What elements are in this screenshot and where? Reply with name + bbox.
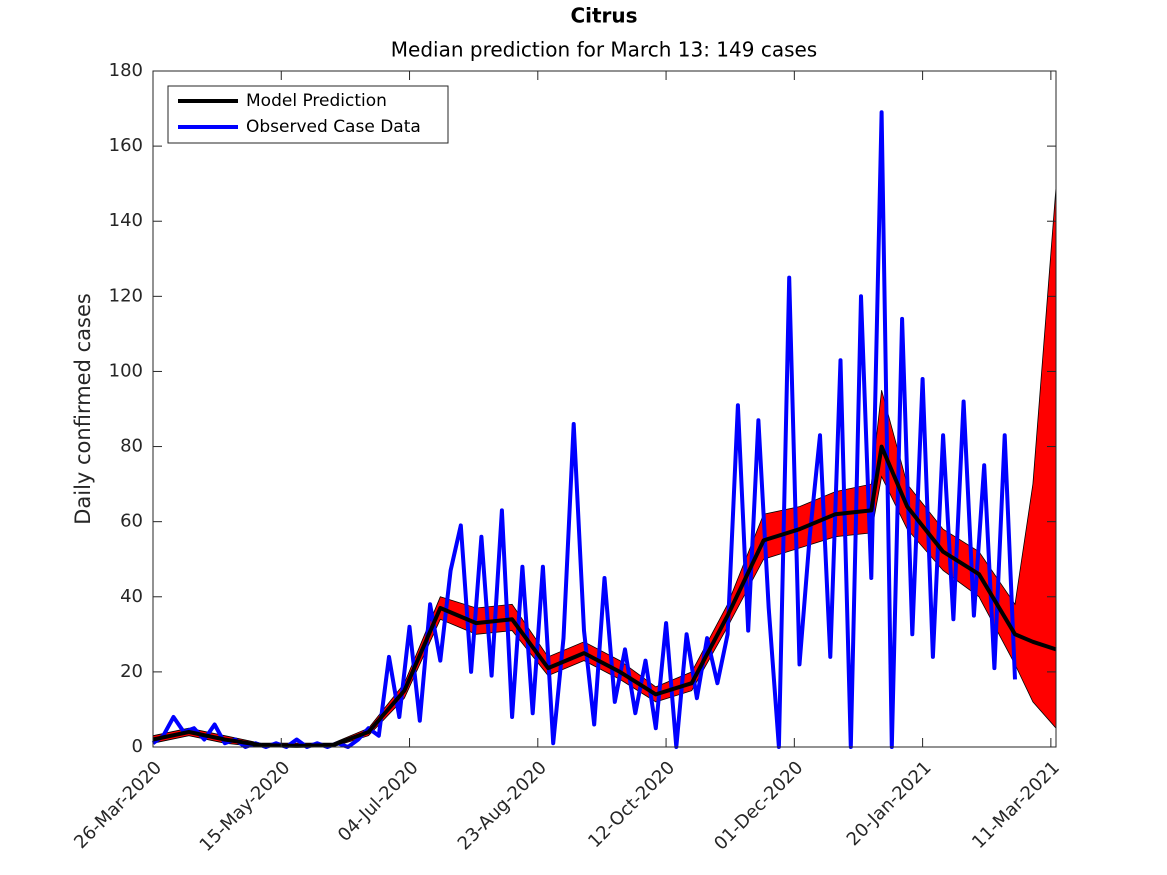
series-line <box>152 444 1057 748</box>
legend-box <box>167 85 449 144</box>
y-tick-label: 160 <box>109 135 143 156</box>
legend-label: Model Prediction <box>246 91 387 111</box>
y-tick-label: 100 <box>109 360 143 381</box>
y-tick-label: 80 <box>120 436 143 457</box>
y-tick-label: 0 <box>132 736 143 757</box>
y-tick-label: 60 <box>120 511 143 532</box>
plot-frame <box>152 70 1057 748</box>
legend-label: Observed Case Data <box>246 117 421 137</box>
legend: Model Prediction Observed Case Data <box>167 85 449 144</box>
y-tick-label: 120 <box>109 285 143 306</box>
y-tick-label: 180 <box>109 60 143 81</box>
y-tick-label: 20 <box>120 661 143 682</box>
chart-title: Citrus <box>570 4 637 28</box>
y-axis-label: Daily confirmed cases <box>71 293 95 525</box>
y-tick-label: 140 <box>109 210 143 231</box>
chart-subtitle: Median prediction for March 13: 149 case… <box>391 38 817 62</box>
series-line <box>151 110 1017 749</box>
y-tick-label: 40 <box>120 586 143 607</box>
